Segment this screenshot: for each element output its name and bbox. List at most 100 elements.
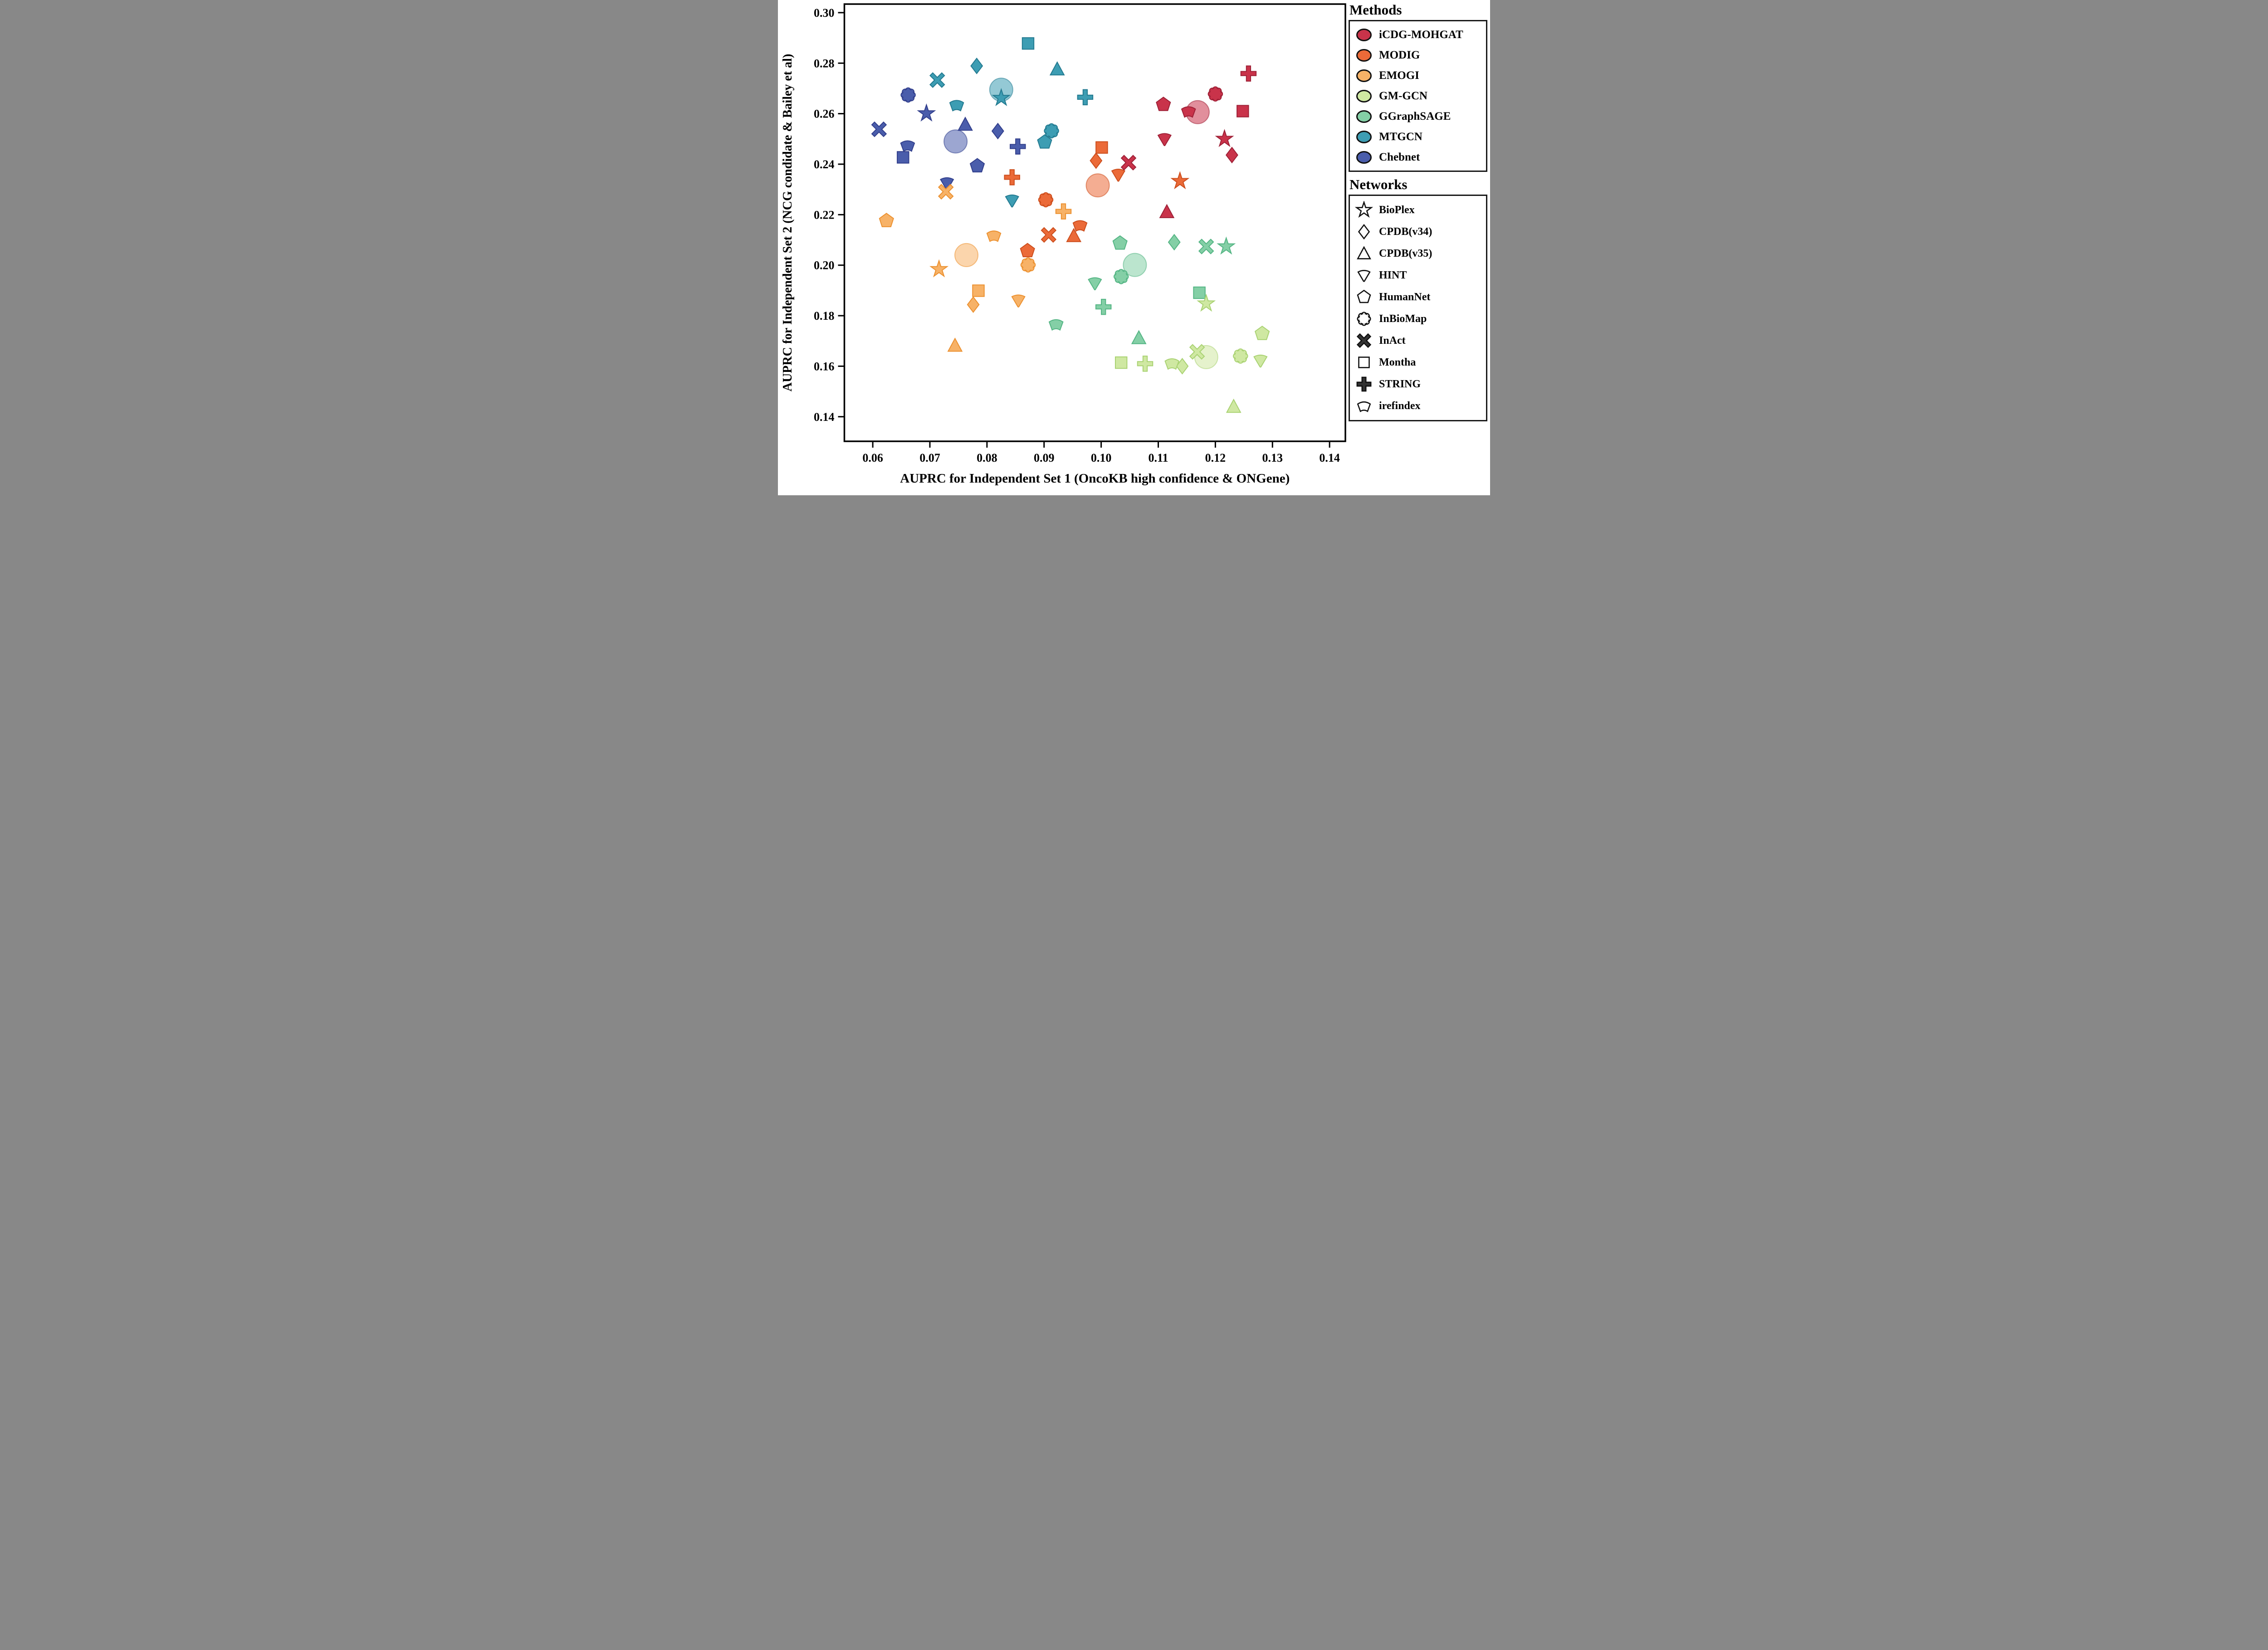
marker-GGraphSAGE-irefindex <box>1048 319 1064 331</box>
method-color-swatch <box>1356 69 1372 82</box>
marker-MODIG-CPDB(v35) <box>1066 228 1082 242</box>
series-GM-GCN <box>1114 293 1270 413</box>
marker-GM-GCN-BioPlex <box>1197 293 1216 312</box>
legend-network-HINT: HINT <box>1354 264 1483 286</box>
marker-GGraphSAGE-CPDB(v34) <box>1168 234 1181 251</box>
legend-network-InBioMap: InBioMap <box>1354 308 1483 330</box>
irefindex-icon <box>1357 401 1371 412</box>
marker-iCDG-MOHGAT-CPDB(v35) <box>1159 204 1175 218</box>
marker-EMOGI-CPDB(v34) <box>967 296 980 313</box>
methods-legend-box: iCDG-MOHGAT MODIG EMOGI GM-GCN GGraphSAGE MTG… <box>1349 20 1487 172</box>
y-tick-label: 0.22 <box>814 208 835 221</box>
marker-GGraphSAGE-Montha <box>1193 286 1206 299</box>
network-label: STRING <box>1379 378 1421 390</box>
legend-method-MODIG: MODIG <box>1354 45 1483 65</box>
diamond-icon <box>1358 224 1370 240</box>
marker-iCDG-MOHGAT-STRING <box>1240 65 1257 82</box>
x-tick-label: 0.12 <box>1205 451 1226 464</box>
method-color-swatch <box>1356 28 1372 41</box>
y-tick-label: 0.28 <box>814 57 835 70</box>
plot-border <box>843 3 1346 442</box>
x-tick-label: 0.08 <box>977 451 997 464</box>
marker-GM-GCN-STRING <box>1137 356 1154 372</box>
marker-MTGCN-Montha <box>1022 37 1035 50</box>
marker-MODIG-InAct <box>1041 227 1057 243</box>
marker-iCDG-MOHGAT-InAct <box>1120 155 1137 171</box>
marker-Chebnet-InBioMap <box>900 87 916 103</box>
marker-GGraphSAGE-BioPlex <box>1217 236 1236 255</box>
mean-marker-EMOGI <box>954 243 979 267</box>
method-label: iCDG-MOHGAT <box>1379 28 1463 41</box>
marker-iCDG-MOHGAT-CPDB(v34) <box>1225 146 1238 164</box>
x-tick-label: 0.13 <box>1262 451 1283 464</box>
scatter-plot: 0.06 0.07 0.08 0.09 0.10 0.11 0.12 0.13 0.14 0.14… <box>781 3 1346 486</box>
plus-icon <box>1356 376 1372 392</box>
method-label: EMOGI <box>1379 69 1419 82</box>
method-color-swatch <box>1356 110 1372 123</box>
marker-GM-GCN-CPDB(v34) <box>1176 358 1189 375</box>
marker-GM-GCN-irefindex <box>1164 358 1180 370</box>
marker-GM-GCN-InBioMap <box>1233 348 1248 364</box>
network-label: InBioMap <box>1379 312 1427 325</box>
series-GGraphSAGE <box>1048 234 1236 344</box>
marker-GM-GCN-CPDB(v35) <box>1226 398 1242 413</box>
marker-GM-GCN-HumanNet <box>1254 326 1270 340</box>
x-tick-label: 0.11 <box>1148 451 1168 464</box>
legend-network-CPDB(v34): CPDB(v34) <box>1354 221 1483 243</box>
method-color-swatch <box>1356 49 1372 62</box>
method-label: MODIG <box>1379 49 1420 61</box>
series-MTGCN <box>929 37 1094 208</box>
x-icon <box>1356 333 1372 348</box>
marker-iCDG-MOHGAT-HINT <box>1157 133 1172 146</box>
legend-network-InAct: InAct <box>1354 330 1483 351</box>
marker-GGraphSAGE-InAct <box>1198 239 1214 254</box>
marker-MODIG-CPDB(v34) <box>1090 152 1103 169</box>
marker-MTGCN-InAct <box>929 72 945 88</box>
marker-iCDG-MOHGAT-BioPlex <box>1215 129 1234 147</box>
network-label: CPDB(v35) <box>1379 247 1432 259</box>
y-tick-label: 0.30 <box>814 6 835 20</box>
marker-MTGCN-STRING <box>1077 89 1094 106</box>
marker-MTGCN-HINT <box>1005 194 1019 208</box>
marker-MODIG-Montha <box>1095 141 1108 154</box>
marker-EMOGI-STRING <box>1055 203 1072 220</box>
network-label: HINT <box>1379 269 1407 281</box>
marker-MODIG-HumanNet <box>1020 243 1035 258</box>
legend-method-MTGCN: MTGCN <box>1354 127 1483 147</box>
marker-Chebnet-CPDB(v34) <box>991 122 1004 140</box>
triangle-icon <box>1357 246 1371 259</box>
legend-method-Chebnet: Chebnet <box>1354 147 1483 167</box>
legend-panel: Methods iCDG-MOHGAT MODIG EMOGI GM-GCN GGrap… <box>1349 1 1487 426</box>
network-label: Montha <box>1379 356 1416 368</box>
marker-MTGCN-InBioMap <box>1044 123 1059 139</box>
x-tick-label: 0.06 <box>862 451 883 464</box>
marker-MODIG-irefindex <box>1072 220 1088 232</box>
marker-Chebnet-Montha <box>897 151 909 164</box>
marker-iCDG-MOHGAT-Montha <box>1237 105 1249 117</box>
method-color-swatch <box>1356 89 1372 103</box>
method-label: Chebnet <box>1379 151 1420 163</box>
cloud-icon <box>1357 312 1371 326</box>
y-tick-label: 0.14 <box>814 410 835 424</box>
legend-method-iCDG-MOHGAT: iCDG-MOHGAT <box>1354 24 1483 45</box>
networks-legend-box: BioPlex CPDB(v34) CPDB(v35) HINT HumanNet InB… <box>1349 195 1487 421</box>
legend-method-EMOGI: EMOGI <box>1354 65 1483 86</box>
marker-GM-GCN-Montha <box>1114 356 1128 369</box>
legend-method-GM-GCN: GM-GCN <box>1354 86 1483 106</box>
y-axis-title: AUPRC for Independent Set 2 (NCG condida… <box>781 54 795 392</box>
x-tick-label: 0.07 <box>919 451 940 464</box>
marker-iCDG-MOHGAT-HumanNet <box>1156 97 1171 111</box>
marker-Chebnet-InAct <box>871 121 887 137</box>
networks-legend-title: Networks <box>1349 176 1408 192</box>
marker-Chebnet-CPDB(v35) <box>958 116 973 131</box>
marker-MTGCN-BioPlex <box>992 88 1011 106</box>
method-color-swatch <box>1356 130 1372 143</box>
network-label: CPDB(v34) <box>1379 225 1432 238</box>
legend-method-GGraphSAGE: GGraphSAGE <box>1354 106 1483 127</box>
marker-EMOGI-irefindex <box>986 230 1002 242</box>
legend-network-CPDB(v35): CPDB(v35) <box>1354 243 1483 264</box>
network-label: HumanNet <box>1379 291 1431 303</box>
y-tick-label: 0.26 <box>814 107 835 121</box>
legend-network-Montha: Montha <box>1354 351 1483 373</box>
network-label: BioPlex <box>1379 204 1415 216</box>
